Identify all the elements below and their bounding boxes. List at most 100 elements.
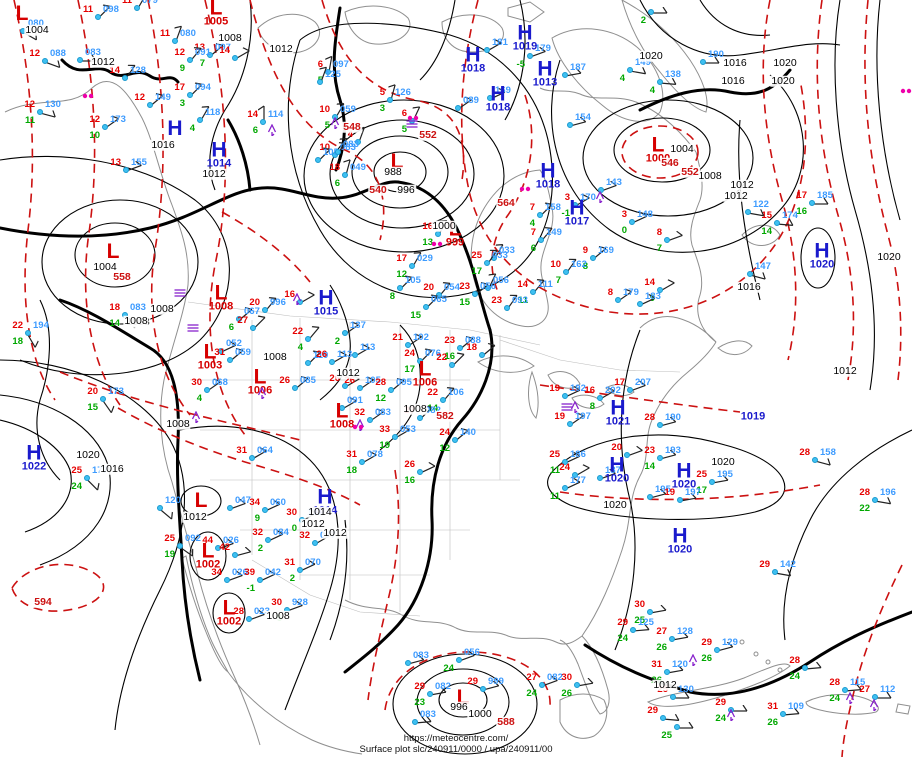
station-t: 32: [299, 529, 310, 541]
station-dot: [780, 711, 786, 717]
station-p: 059: [235, 346, 251, 358]
station-t: 7: [530, 226, 536, 238]
borders-layer: [187, 301, 681, 617]
station-d: 8: [389, 291, 395, 302]
weather-symbol-ts: [570, 400, 581, 418]
center-value: 1020: [604, 472, 630, 485]
station-t: 25: [549, 448, 560, 460]
weather-symbol-ts: [330, 116, 341, 134]
station-p: 088: [50, 47, 66, 59]
station-t: 4: [347, 128, 353, 140]
high-symbol: H: [490, 82, 506, 106]
station-dot: [472, 291, 478, 297]
pressure-center-l: L 1003: [198, 341, 222, 370]
station-dot: [102, 124, 108, 130]
pressure-center-h: H 1020: [668, 525, 692, 554]
station-t: 15: [761, 209, 772, 221]
isobar-label: 1004: [92, 260, 118, 273]
low-symbol: L: [214, 281, 228, 305]
center-value: 1018: [460, 62, 486, 75]
station-dot: [657, 79, 663, 85]
station-d: 10: [89, 130, 100, 141]
station-d: 7: [656, 243, 662, 254]
station-p: 083: [343, 138, 359, 150]
station-dot: [456, 657, 462, 663]
isobar-label: 1000: [467, 707, 493, 720]
station-dot: [342, 330, 348, 336]
station-dot: [417, 469, 423, 475]
station-dot: [660, 715, 666, 721]
station-p: 094: [195, 81, 211, 93]
center-value: 999: [445, 236, 465, 249]
station-t: 22: [427, 386, 438, 398]
center-value: 1017: [564, 215, 590, 228]
station-d: 4: [297, 342, 303, 353]
station-d: 15: [410, 310, 421, 321]
station-p: 110: [313, 349, 329, 361]
station-dot: [305, 360, 311, 366]
station-dot: [249, 455, 255, 461]
station-dot: [134, 5, 140, 11]
station-p: 126: [395, 86, 411, 98]
station-dot: [539, 682, 545, 688]
station-t: 11: [121, 0, 132, 6]
station-p: 082: [425, 404, 441, 416]
station-p: 056: [493, 274, 509, 286]
station-dot: [95, 14, 101, 20]
station-p: 056: [480, 280, 496, 292]
station-p: 082: [435, 680, 451, 692]
weather-symbol-ts: [845, 691, 856, 709]
station-d: 22: [859, 503, 870, 514]
station-p: 097: [215, 41, 231, 53]
weather-symbol-ts: [869, 698, 880, 716]
station-dot: [484, 260, 490, 266]
station-d: 24: [829, 693, 840, 704]
station-p: 187: [605, 464, 621, 476]
station-d: 2: [289, 573, 295, 584]
station-p: 047: [235, 494, 251, 506]
station-d: 15: [87, 402, 98, 413]
thickness-label: 540: [368, 183, 388, 196]
station-t: 25: [696, 468, 707, 480]
station-t: 12: [134, 91, 145, 103]
station-dot: [637, 301, 643, 307]
station-p: 102: [413, 331, 429, 343]
isobar-label: 996: [396, 183, 416, 196]
pressure-center-l: L 1008: [330, 400, 354, 429]
station-d: 24: [71, 481, 82, 492]
station-p: 197: [575, 410, 591, 422]
weather-symbol-ts: [595, 190, 606, 208]
isobar-label: 1008: [262, 350, 288, 363]
station-p: 026: [223, 534, 239, 546]
station-t: 23: [444, 334, 455, 346]
station-d: 11: [517, 295, 528, 306]
thickness-label: 594: [33, 595, 53, 608]
station-d: 18: [346, 465, 357, 476]
center-value: 1013: [532, 76, 558, 89]
station-p: 125: [325, 68, 341, 80]
station-d: 17: [404, 364, 415, 375]
weather-symbol-dots: [900, 81, 912, 99]
station-t: 18: [109, 301, 120, 313]
station-d: 19: [164, 549, 175, 560]
station-t: 29: [759, 558, 770, 570]
station-dot: [624, 452, 630, 458]
station-d: 5: [401, 124, 407, 135]
station-dot: [218, 348, 224, 354]
station-p: 173: [110, 113, 126, 125]
isobar-label: 1012: [832, 364, 858, 377]
station-t: 3: [564, 191, 570, 203]
station-t: 28: [644, 411, 655, 423]
pressure-center-l: L 1008: [209, 281, 233, 311]
station-p: 158: [820, 446, 836, 458]
isobar-label: 1020: [638, 49, 664, 62]
station-p: 059: [340, 103, 356, 115]
high-symbol: H: [318, 286, 334, 310]
low-symbol: L: [222, 596, 236, 620]
station-d: 14: [644, 461, 655, 472]
thickness-label: 548: [342, 120, 362, 133]
isobar-label: 1008: [402, 402, 428, 415]
weather-symbol-fog: [174, 284, 186, 302]
isobar-label: 1020: [772, 56, 798, 69]
